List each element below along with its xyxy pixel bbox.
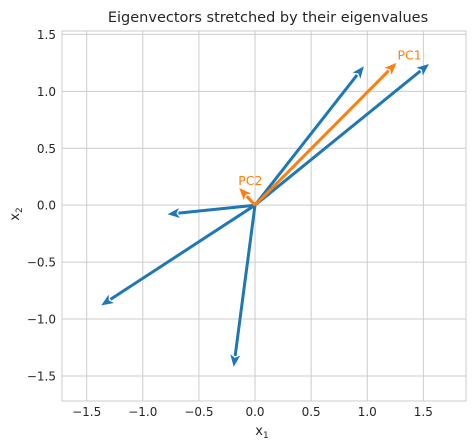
y-tick-label: −0.5 bbox=[27, 256, 56, 270]
arrow-shaft bbox=[109, 203, 256, 301]
arrow-head bbox=[230, 354, 241, 367]
y-axis-label: x2 bbox=[8, 207, 25, 220]
principal-component-arrow bbox=[239, 188, 257, 207]
y-tick-label: −1.5 bbox=[27, 369, 56, 383]
annotations: PC1 PC2 bbox=[238, 48, 422, 188]
arrow-shaft bbox=[233, 204, 257, 357]
arrow-head bbox=[416, 64, 429, 76]
x-axis-label: x1 bbox=[255, 424, 268, 441]
arrows bbox=[101, 62, 429, 367]
arrow-head bbox=[101, 294, 115, 306]
eigenvector-arrow bbox=[101, 203, 256, 306]
eigenvector-arrow bbox=[167, 203, 256, 219]
x-tick-label: 0.0 bbox=[245, 405, 264, 419]
arrow-head bbox=[384, 62, 397, 75]
principal-component-arrow bbox=[253, 62, 397, 207]
x-tick-label: −1.0 bbox=[128, 405, 157, 419]
arrow-head bbox=[239, 188, 252, 201]
arrow-head bbox=[167, 208, 180, 219]
pc-annotation: PC1 bbox=[398, 48, 422, 63]
y-axis-label-main: x bbox=[8, 213, 23, 221]
pc-annotation: PC2 bbox=[238, 173, 262, 188]
grid bbox=[62, 31, 466, 401]
chart-title: Eigenvectors stretched by their eigenval… bbox=[108, 10, 428, 26]
x-tick-label: −1.5 bbox=[72, 405, 101, 419]
x-tick-label: 1.5 bbox=[414, 405, 433, 419]
eigenvector-arrow bbox=[253, 66, 364, 207]
x-axis-label-subscript: 1 bbox=[263, 431, 269, 441]
arrow-shaft bbox=[253, 69, 390, 207]
plot-frame bbox=[61, 30, 467, 402]
y-tick-label: 0.0 bbox=[37, 199, 56, 213]
arrow-shaft bbox=[245, 195, 257, 207]
arrow-shaft bbox=[178, 203, 256, 215]
arrow-shaft bbox=[254, 69, 422, 207]
y-tick-label: 1.0 bbox=[37, 85, 56, 99]
x-tick-label: 0.5 bbox=[302, 405, 321, 419]
arrow-shaft bbox=[253, 74, 359, 207]
eigenvector-arrow bbox=[230, 204, 257, 367]
y-tick-label: −1.0 bbox=[27, 313, 56, 327]
y-tick-label: 1.5 bbox=[37, 28, 56, 42]
arrow-head bbox=[352, 66, 364, 79]
x-tick-labels: −1.5 −1.0 −0.5 0.0 0.5 1.0 1.5 bbox=[72, 405, 433, 419]
y-tick-labels: −1.5 −1.0 −0.5 0.0 0.5 1.0 1.5 bbox=[27, 28, 56, 384]
x-tick-label: 1.0 bbox=[358, 405, 377, 419]
x-axis-label-main: x bbox=[255, 424, 263, 439]
y-axis-label-subscript: 2 bbox=[15, 207, 25, 213]
x-tick-label: −0.5 bbox=[184, 405, 213, 419]
y-tick-label: 0.5 bbox=[37, 142, 56, 156]
eigenvector-arrow bbox=[254, 64, 429, 207]
